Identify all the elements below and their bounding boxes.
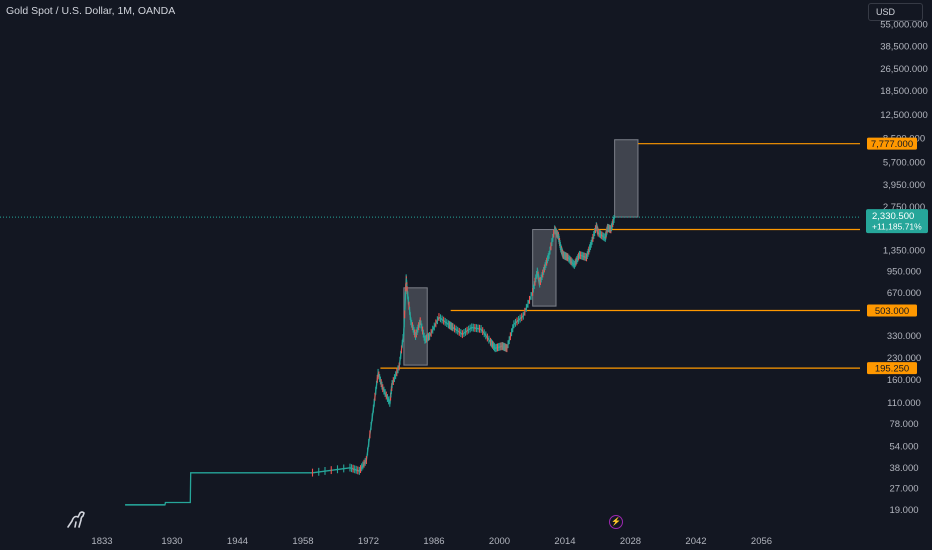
level-price-tag: [867, 137, 917, 150]
current-price-tag: [866, 209, 928, 234]
price-tick-label: 38,500.000: [880, 41, 928, 52]
price-tick-label: 950.000: [887, 267, 921, 278]
price-tick-label: 12,500.000: [880, 110, 928, 121]
price-tick-label: 5,700.000: [883, 158, 925, 169]
time-tick-label: 1986: [423, 536, 444, 547]
level-price-label: 7,777.000: [871, 139, 913, 150]
price-tick-label: 26,500.000: [880, 64, 928, 75]
time-tick-label: 1930: [161, 536, 182, 547]
price-tick-label: 160.000: [887, 375, 921, 386]
price-tick-label: 78.000: [889, 419, 918, 430]
current-price-change: +11,185.71%: [872, 222, 922, 232]
time-tick-label: 1833: [91, 536, 112, 547]
time-tick-label: 2042: [685, 536, 706, 547]
price-series: [125, 215, 616, 506]
price-tick-label: 54.000: [889, 441, 918, 452]
time-tick-label: 2014: [554, 536, 575, 547]
current-price-label: 2,330.500: [872, 211, 914, 222]
tradingview-dinosaur-icon[interactable]: [66, 509, 90, 529]
price-axis[interactable]: 55,000.000 38,500.000 26,500.000 18,500.000…: [880, 20, 928, 516]
time-axis[interactable]: 1833 1930 1944 1958 1972 1986 2000 2014 2028 2042…: [91, 536, 772, 547]
price-tick-label: 330.000: [887, 331, 921, 342]
price-tick-label: 19.000: [889, 505, 918, 516]
symbol-title[interactable]: Gold Spot / U.S. Dollar, 1M, OANDA: [6, 5, 176, 17]
current-price-badge: 2,330.500+11,185.71%: [866, 209, 928, 234]
level-price-labels: 7,777.000 503.000 195.250: [867, 137, 917, 375]
time-tick-label: 2028: [620, 536, 641, 547]
time-tick-label: 1958: [292, 536, 313, 547]
lightning-icon[interactable]: ⚡: [609, 515, 623, 529]
level-price-label: 503.000: [875, 306, 909, 317]
level-price-tag: [867, 362, 917, 375]
price-tick-label: 230.000: [887, 353, 921, 364]
price-tick-label: 38.000: [889, 463, 918, 474]
price-tick-label: 18,500.000: [880, 86, 928, 97]
rectangle-drawing[interactable]: [403, 287, 428, 366]
level-price-tag: [867, 304, 917, 317]
price-tick-label: 3,950.000: [883, 180, 925, 191]
rectangle-drawing[interactable]: [614, 139, 639, 218]
price-tick-label: 1,350.000: [883, 245, 925, 256]
time-tick-label: 2000: [489, 536, 510, 547]
currency-button[interactable]: USD: [868, 3, 923, 21]
time-tick-label: 2056: [751, 536, 772, 547]
level-price-label: 195.250: [875, 364, 909, 375]
time-tick-label: 1972: [358, 536, 379, 547]
price-tick-label: 55,000.000: [880, 20, 928, 31]
price-tick-label: 2,750.000: [883, 202, 925, 213]
price-tick-label: 27.000: [889, 484, 918, 495]
price-tick-label: 110.000: [887, 398, 921, 409]
price-tick-label: 670.000: [887, 288, 921, 299]
rectangle-drawings[interactable]: [403, 139, 639, 366]
time-tick-label: 1944: [227, 536, 248, 547]
